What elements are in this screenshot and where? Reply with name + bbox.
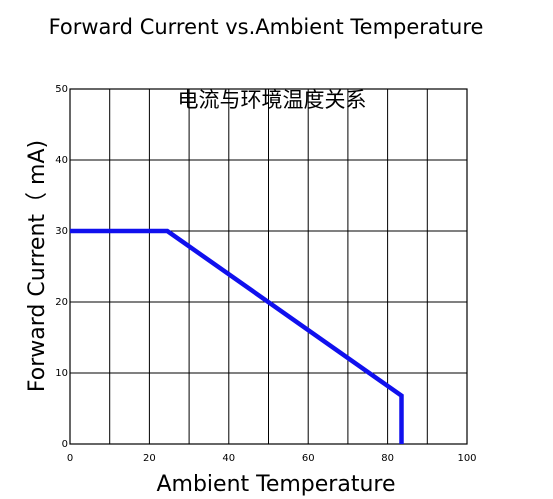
y-tick-label: 10 bbox=[55, 368, 68, 379]
x-tick-label: 20 bbox=[143, 453, 156, 464]
y-tick-labels: 0 10 20 30 40 50 bbox=[55, 84, 68, 450]
series-group bbox=[69, 228, 404, 445]
x-tick-label: 40 bbox=[222, 453, 235, 464]
series-line bbox=[70, 228, 404, 444]
chart-title: Forward Current vs.Ambient Temperature bbox=[49, 15, 484, 39]
y-tick-label: 0 bbox=[62, 439, 68, 450]
x-tick-label: 60 bbox=[302, 453, 315, 464]
y-tick-label: 50 bbox=[55, 84, 68, 95]
y-tick-label: 30 bbox=[55, 226, 68, 237]
x-tick-label: 100 bbox=[457, 453, 476, 464]
y-tick-label: 20 bbox=[55, 297, 68, 308]
chart-subtitle: 电流与环境温度关系 bbox=[178, 88, 367, 112]
x-tick-label: 80 bbox=[381, 453, 394, 464]
x-tick-labels: 0 20 40 60 80 100 bbox=[67, 453, 477, 464]
x-tick-label: 0 bbox=[67, 453, 73, 464]
x-axis-label: Ambient Temperature bbox=[156, 472, 395, 497]
grid bbox=[69, 88, 468, 445]
y-tick-label: 40 bbox=[55, 155, 68, 166]
y-axis-label: Forward Current（ mA) bbox=[25, 140, 50, 392]
plot-frame bbox=[69, 88, 468, 445]
